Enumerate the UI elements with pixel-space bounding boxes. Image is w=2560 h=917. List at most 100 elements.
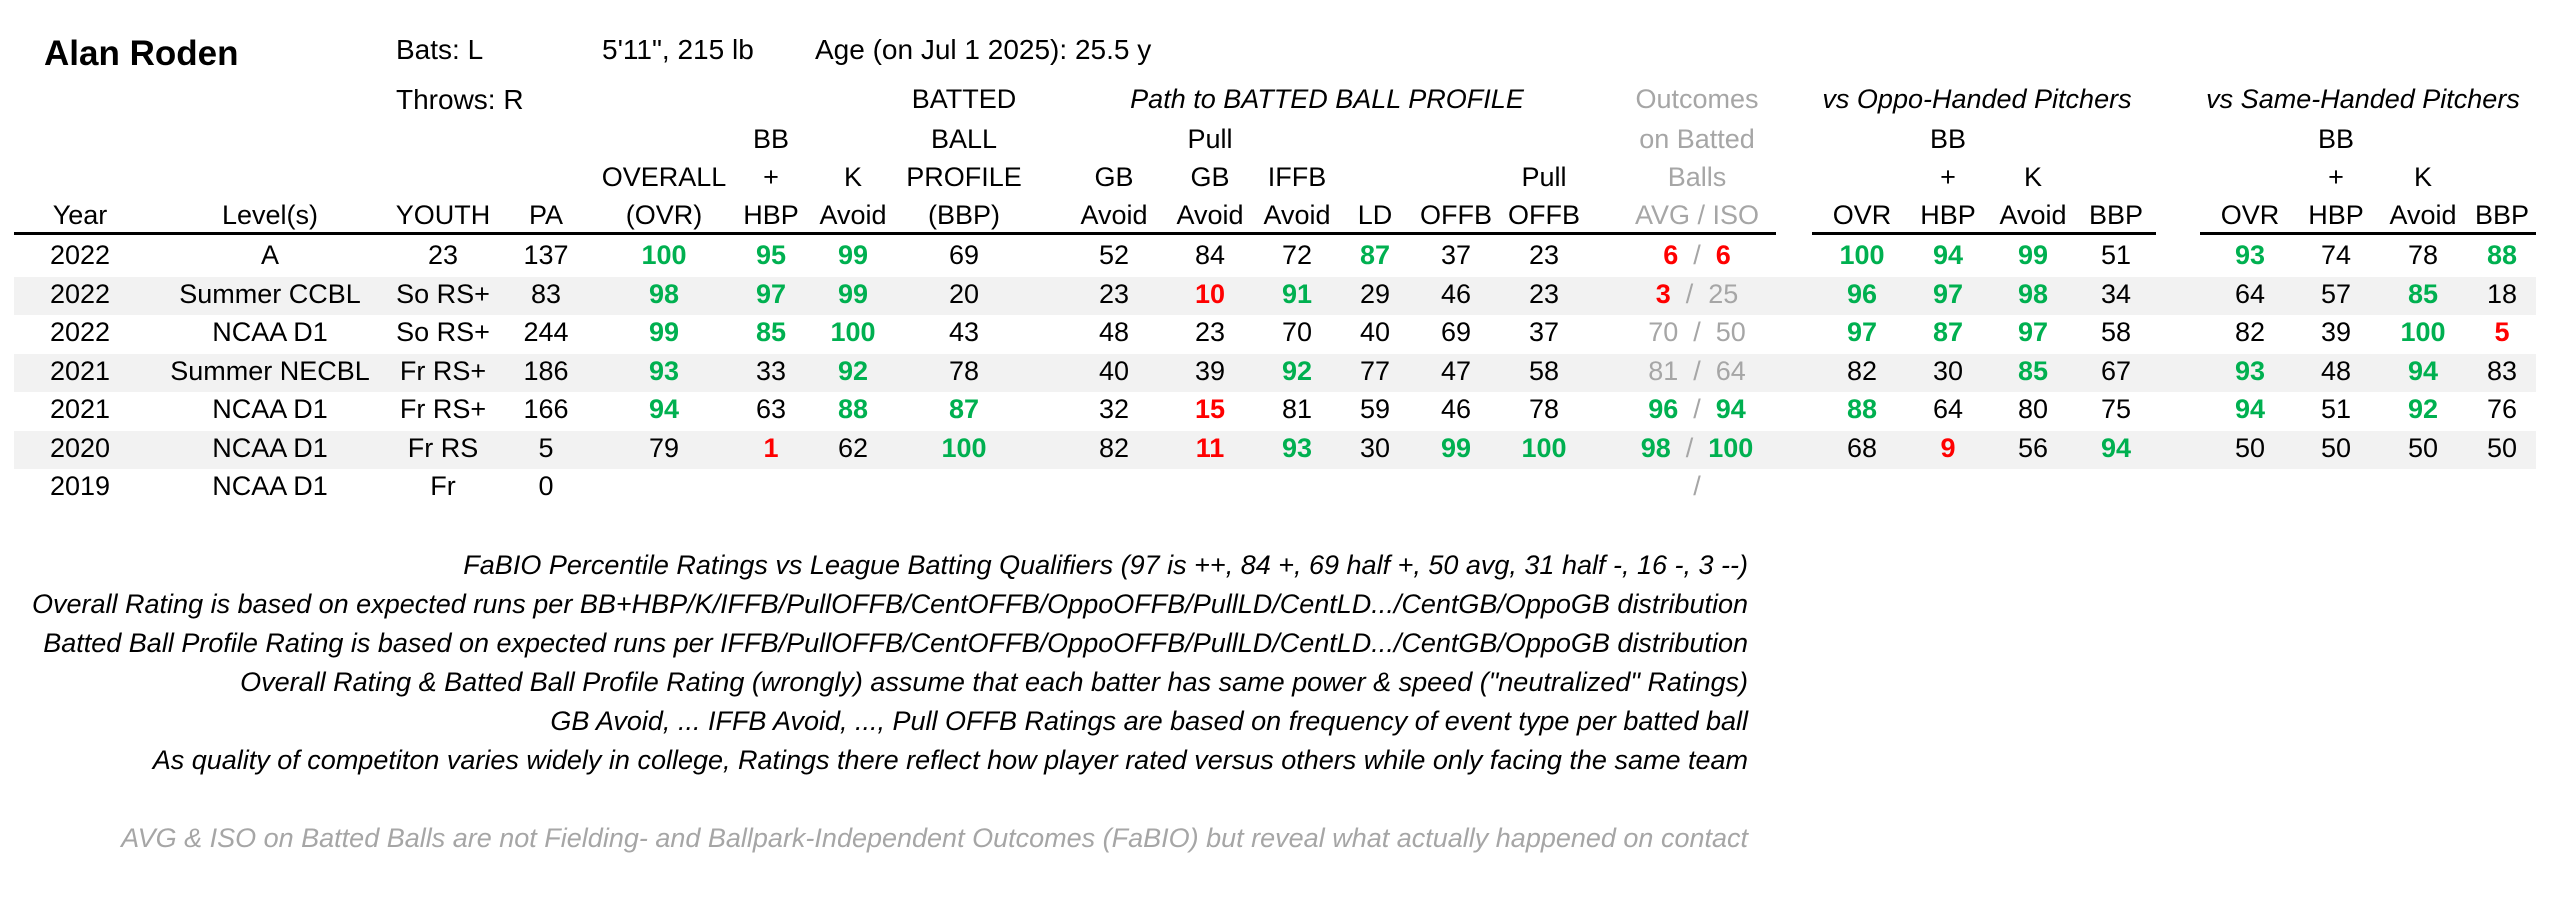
- cell-s-k: 94: [2407, 355, 2439, 386]
- col-header-pa: PA: [528, 200, 564, 230]
- cell-iso: 50: [1715, 317, 1746, 347]
- cell-pa: 0: [538, 471, 554, 501]
- cell-s-bb: 57: [2320, 278, 2352, 309]
- cell-kav: 62: [837, 432, 869, 463]
- col-header-offb: OFFB: [1420, 200, 1492, 230]
- cell-year: 2021: [49, 394, 111, 424]
- cell-avg: 81: [1648, 355, 1679, 386]
- cell-o-bb: 97: [1932, 278, 1964, 309]
- cell-bbp: 87: [948, 394, 980, 424]
- cell-pgbav: 23: [1194, 317, 1226, 347]
- cell-avg-iso: 6 / 6: [1663, 240, 1731, 271]
- col-header-outcomes-2: on Batted: [1639, 124, 1755, 154]
- cell-o-bb: 87: [1932, 317, 1964, 347]
- cell-s-bb: 74: [2320, 240, 2352, 270]
- cell-avg: 3: [1655, 278, 1671, 309]
- cell-o-k: 85: [2017, 355, 2049, 386]
- col-header-bbp-3: PROFILE: [906, 162, 1022, 192]
- cell-bbhbp: 85: [755, 317, 787, 347]
- cell-iffbav: 72: [1281, 240, 1313, 270]
- cell-pgbav: 10: [1194, 278, 1226, 309]
- col-header-same-bbp: BBP: [2474, 200, 2530, 230]
- col-header-same-bbhbp-1: BB: [2317, 124, 2355, 154]
- cell-bbp: 100: [941, 432, 987, 463]
- col-header-pulloffb-2: OFFB: [1508, 200, 1580, 230]
- cell-iso: 25: [1708, 278, 1739, 309]
- cell-ld: 29: [1359, 278, 1391, 309]
- cell-pa: 5: [538, 432, 554, 463]
- col-header-pulloffb-1: Pull: [1521, 162, 1567, 192]
- cell-o-k: 56: [2017, 432, 2049, 463]
- col-header-same-bbhbp-3: HBP: [2308, 200, 2364, 230]
- bats-info: Bats: L: [396, 34, 484, 65]
- cell-bbp: 20: [948, 278, 980, 309]
- cell-s-bbp: 50: [2486, 432, 2518, 463]
- cell-avg-iso: 70 / 50: [1648, 317, 1746, 348]
- cell-s-k: 92: [2407, 394, 2439, 424]
- cell-youth: Fr: [430, 471, 456, 501]
- cell-pa: 166: [523, 394, 569, 424]
- cell-pgbav: 39: [1194, 355, 1226, 386]
- col-header-ld: LD: [1357, 200, 1393, 230]
- cell-s-bb: 50: [2320, 432, 2352, 463]
- cell-pa: 244: [523, 317, 569, 347]
- header-rule-same: [2200, 232, 2536, 235]
- cell-s-bbp: 5: [2494, 317, 2510, 347]
- cell-bbp: 43: [948, 317, 980, 347]
- cell-ovr: 99: [648, 317, 680, 347]
- cell-avg-iso: /: [1678, 471, 1716, 502]
- cell-pgbav: 15: [1194, 394, 1226, 424]
- cell-o-bbp: 58: [2100, 317, 2132, 347]
- col-header-same-ovr: OVR: [2220, 200, 2280, 230]
- cell-o-bbp: 94: [2100, 432, 2132, 463]
- cell-o-ovr: 96: [1846, 278, 1878, 309]
- cell-youth: So RS+: [396, 278, 490, 309]
- cell-o-ovr: 100: [1839, 240, 1885, 270]
- cell-poffb: 23: [1528, 278, 1560, 309]
- col-header-level: Level(s): [221, 200, 319, 230]
- avg-iso-separator: /: [1670, 432, 1709, 463]
- cell-poffb: 100: [1521, 432, 1567, 463]
- cell-s-bb: 39: [2320, 317, 2352, 347]
- cell-iso: 64: [1715, 355, 1746, 386]
- note-line: As quality of competiton varies widely i…: [152, 745, 1748, 775]
- player-name: Alan Roden: [44, 34, 239, 73]
- cell-year: 2022: [49, 240, 111, 270]
- cell-ld: 87: [1359, 240, 1391, 270]
- cell-s-ovr: 93: [2234, 240, 2266, 270]
- cell-level: NCAA D1: [212, 432, 328, 463]
- cell-iffbav: 93: [1281, 432, 1313, 463]
- col-header-oppo-bbhbp-2: +: [1940, 162, 1956, 192]
- cell-iso: 100: [1708, 432, 1754, 463]
- cell-o-ovr: 97: [1846, 317, 1878, 347]
- cell-ld: 77: [1359, 355, 1391, 386]
- cell-s-k: 50: [2407, 432, 2439, 463]
- cell-o-k: 98: [2017, 278, 2049, 309]
- cell-avg-iso: 96 / 94: [1648, 394, 1746, 425]
- col-header-bbp-1: BATTED: [911, 84, 1017, 114]
- cell-avg-iso: 3 / 25: [1656, 279, 1739, 310]
- cell-year: 2022: [49, 317, 111, 347]
- cell-o-ovr: 82: [1846, 355, 1878, 386]
- cell-gbav: 40: [1098, 355, 1130, 386]
- cell-level: NCAA D1: [212, 317, 328, 347]
- col-header-bbp-2: BALL: [930, 124, 998, 154]
- cell-kav: 88: [837, 394, 869, 424]
- row-band: [14, 276, 2536, 315]
- cell-s-bb: 48: [2320, 355, 2352, 386]
- avg-iso-separator: /: [1678, 317, 1716, 347]
- col-header-oppo-kavoid-1: K: [2023, 162, 2043, 192]
- cell-ld: 40: [1359, 317, 1391, 347]
- avg-iso-separator: /: [1670, 278, 1709, 309]
- cell-level: NCAA D1: [212, 394, 328, 424]
- cell-ovr: 98: [648, 278, 680, 309]
- cell-kav: 100: [830, 317, 876, 347]
- cell-level: NCAA D1: [212, 471, 328, 501]
- col-header-oppo-bbhbp-1: BB: [1929, 124, 1967, 154]
- cell-gbav: 48: [1098, 317, 1130, 347]
- cell-o-ovr: 68: [1846, 432, 1878, 463]
- cell-ovr: 79: [648, 432, 680, 463]
- height-weight-info: 5'11", 215 lb: [602, 34, 754, 65]
- cell-s-ovr: 82: [2234, 317, 2266, 347]
- col-header-oppo-bbhbp-3: HBP: [1920, 200, 1976, 230]
